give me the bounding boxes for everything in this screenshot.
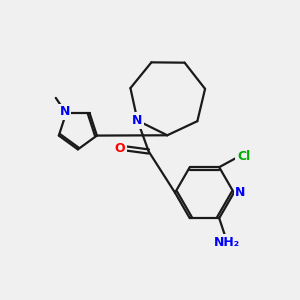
Text: N: N [59,105,70,118]
Text: N: N [235,186,246,199]
Text: NH₂: NH₂ [214,236,240,249]
Text: N: N [132,114,143,127]
Text: Cl: Cl [237,150,250,164]
Text: O: O [115,142,125,155]
